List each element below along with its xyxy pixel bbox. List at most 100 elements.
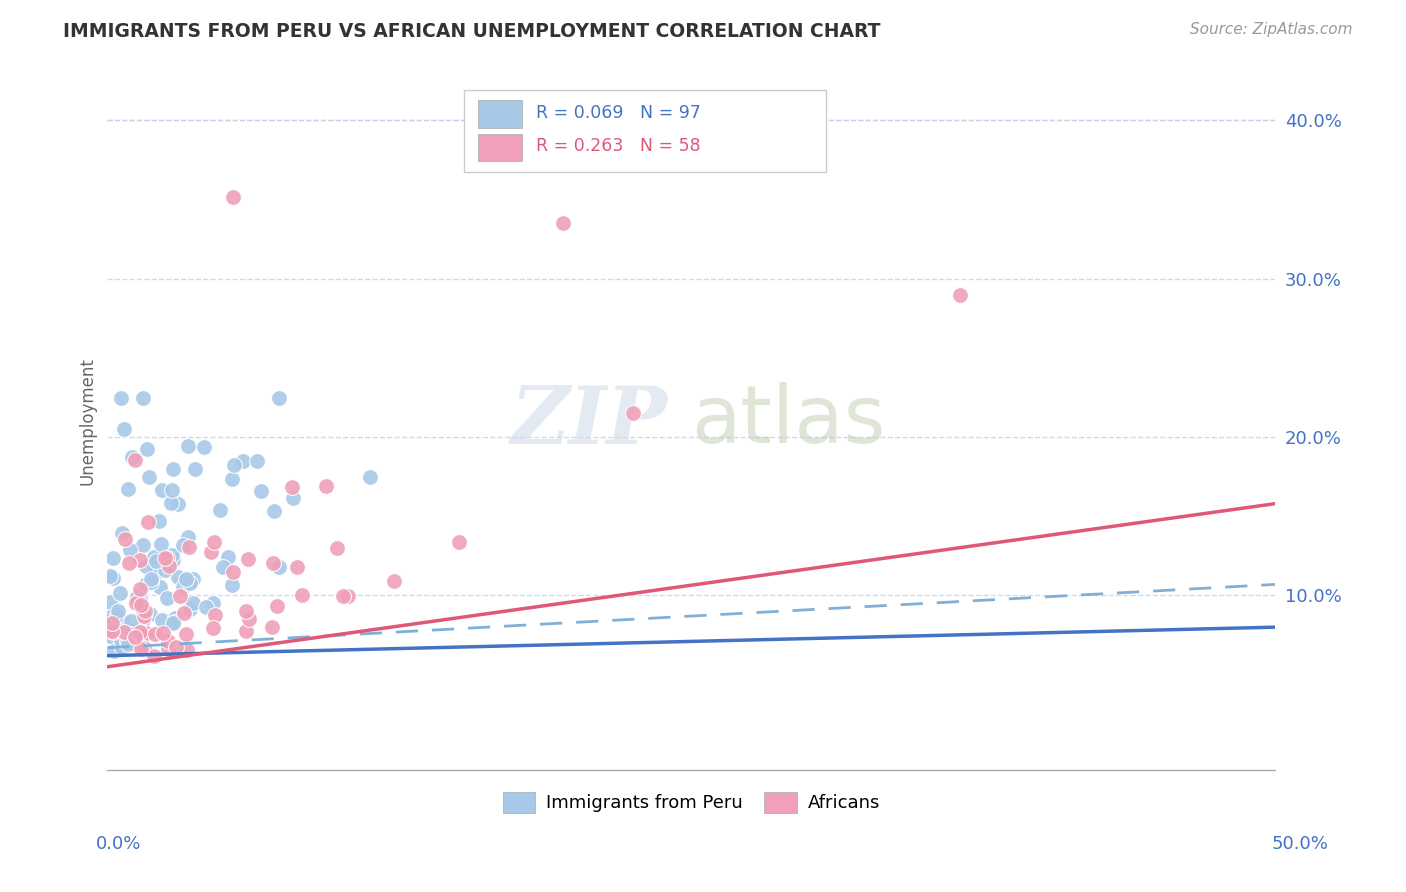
Point — [217, 549, 239, 564]
Point — [112, 422, 135, 436]
Point — [131, 630, 153, 644]
Point — [224, 458, 246, 472]
Point — [235, 624, 257, 638]
Point — [315, 479, 337, 493]
Point — [160, 483, 183, 497]
Point — [135, 576, 157, 591]
Point — [149, 580, 172, 594]
Point — [209, 502, 232, 516]
Point — [263, 504, 285, 518]
Point — [103, 644, 125, 658]
Point — [121, 450, 143, 465]
Point — [621, 406, 644, 420]
Point — [108, 585, 131, 599]
Point — [174, 626, 197, 640]
Point — [107, 623, 129, 637]
Point — [124, 630, 146, 644]
Point — [143, 627, 166, 641]
Point — [127, 591, 149, 605]
Point — [115, 635, 138, 649]
Point — [267, 559, 290, 574]
Point — [131, 605, 153, 619]
Point — [359, 470, 381, 484]
Point — [136, 515, 159, 529]
Point — [120, 615, 142, 629]
Point — [105, 607, 128, 622]
Point — [169, 590, 191, 604]
Point — [121, 624, 143, 638]
Point — [285, 560, 308, 574]
Point — [222, 565, 245, 579]
Text: R = 0.069   N = 97: R = 0.069 N = 97 — [536, 103, 700, 121]
FancyBboxPatch shape — [478, 100, 522, 128]
Point — [141, 572, 163, 586]
Point — [332, 589, 354, 603]
Point — [156, 550, 179, 565]
Point — [172, 580, 194, 594]
Point — [118, 542, 141, 557]
Point — [202, 535, 225, 549]
Text: atlas: atlas — [692, 383, 886, 460]
Point — [157, 558, 180, 573]
Point — [139, 607, 162, 621]
Point — [193, 440, 215, 454]
Y-axis label: Unemployment: Unemployment — [79, 358, 96, 485]
Point — [232, 453, 254, 467]
Point — [155, 550, 177, 565]
Point — [235, 604, 257, 618]
Point — [162, 615, 184, 630]
Point — [167, 497, 190, 511]
Point — [134, 604, 156, 618]
Point — [115, 636, 138, 650]
Point — [156, 591, 179, 606]
Point — [176, 643, 198, 657]
Point — [551, 216, 574, 230]
Point — [212, 560, 235, 574]
Point — [949, 287, 972, 301]
Point — [145, 554, 167, 568]
Point — [98, 610, 121, 624]
Point — [118, 626, 141, 640]
Point — [138, 469, 160, 483]
FancyBboxPatch shape — [478, 134, 522, 161]
Point — [139, 575, 162, 590]
Point — [246, 454, 269, 468]
Point — [157, 634, 180, 648]
Point — [128, 623, 150, 637]
Point — [128, 582, 150, 596]
Point — [200, 545, 222, 559]
Point — [98, 629, 121, 643]
Point — [135, 442, 157, 456]
Point — [266, 599, 288, 614]
Point — [222, 190, 245, 204]
Text: 0.0%: 0.0% — [96, 835, 141, 853]
Point — [128, 592, 150, 607]
Point — [132, 391, 155, 405]
Point — [143, 549, 166, 564]
Point — [162, 462, 184, 476]
Point — [150, 483, 173, 498]
Point — [129, 552, 152, 566]
Text: ZIP: ZIP — [510, 383, 668, 460]
Point — [179, 576, 201, 591]
Point — [132, 613, 155, 627]
Point — [112, 625, 135, 640]
Point — [202, 596, 225, 610]
Point — [291, 588, 314, 602]
Point — [163, 615, 186, 629]
Point — [143, 648, 166, 663]
Point — [179, 602, 201, 616]
Point — [110, 391, 132, 405]
Point — [162, 553, 184, 567]
Point — [98, 568, 121, 582]
Point — [129, 641, 152, 656]
Point — [101, 624, 124, 638]
Point — [117, 482, 139, 496]
Point — [134, 641, 156, 656]
Text: 50.0%: 50.0% — [1272, 835, 1329, 853]
Point — [184, 461, 207, 475]
Point — [177, 540, 200, 554]
Point — [114, 622, 136, 636]
Point — [142, 566, 165, 581]
Point — [163, 611, 186, 625]
